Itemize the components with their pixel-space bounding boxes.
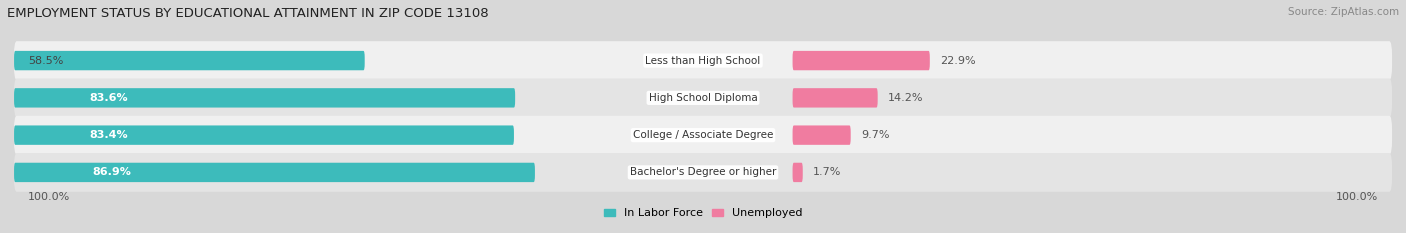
Text: 86.9%: 86.9% [93,168,131,177]
Legend: In Labor Force, Unemployed: In Labor Force, Unemployed [603,208,803,218]
Text: 100.0%: 100.0% [28,192,70,202]
FancyBboxPatch shape [14,125,515,145]
Text: Source: ZipAtlas.com: Source: ZipAtlas.com [1288,7,1399,17]
Text: 83.6%: 83.6% [89,93,128,103]
Text: Less than High School: Less than High School [645,56,761,65]
Text: 83.4%: 83.4% [89,130,128,140]
FancyBboxPatch shape [14,88,515,108]
FancyBboxPatch shape [14,153,1392,192]
FancyBboxPatch shape [14,51,364,70]
FancyBboxPatch shape [793,88,877,108]
Text: 14.2%: 14.2% [889,93,924,103]
Text: High School Diploma: High School Diploma [648,93,758,103]
Text: 100.0%: 100.0% [1336,192,1378,202]
Text: Bachelor's Degree or higher: Bachelor's Degree or higher [630,168,776,177]
FancyBboxPatch shape [14,163,534,182]
FancyBboxPatch shape [793,51,929,70]
FancyBboxPatch shape [14,79,1392,117]
Text: EMPLOYMENT STATUS BY EDUCATIONAL ATTAINMENT IN ZIP CODE 13108: EMPLOYMENT STATUS BY EDUCATIONAL ATTAINM… [7,7,489,20]
Text: 1.7%: 1.7% [813,168,841,177]
FancyBboxPatch shape [793,163,803,182]
FancyBboxPatch shape [14,41,1392,80]
Text: 9.7%: 9.7% [860,130,890,140]
Text: 58.5%: 58.5% [28,56,63,65]
Text: College / Associate Degree: College / Associate Degree [633,130,773,140]
FancyBboxPatch shape [14,116,1392,154]
Text: 22.9%: 22.9% [941,56,976,65]
FancyBboxPatch shape [793,125,851,145]
